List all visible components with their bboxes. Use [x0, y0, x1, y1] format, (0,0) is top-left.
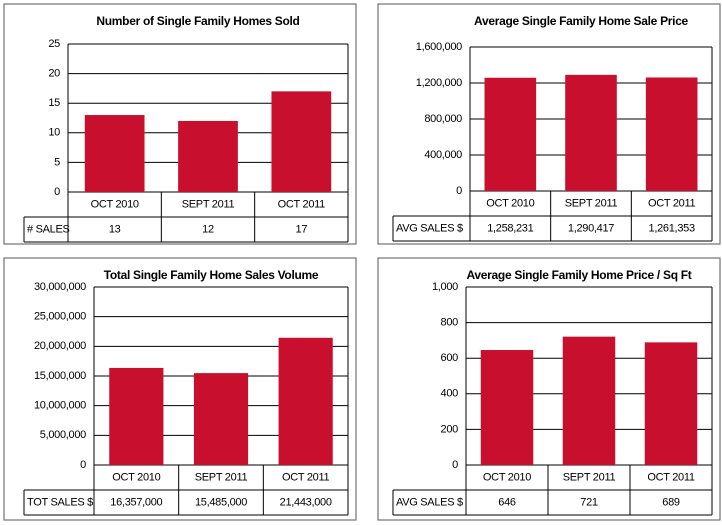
- row-label: TOT SALES $: [27, 496, 93, 508]
- y-tick-label: 200: [441, 423, 459, 435]
- chart-title: Average Single Family Home Price / Sq Ft: [467, 268, 692, 282]
- bar: [562, 336, 616, 465]
- bar: [565, 74, 617, 191]
- chart-title: Total Single Family Home Sales Volume: [104, 268, 319, 282]
- y-tick-label: 15: [48, 97, 60, 109]
- bar: [480, 350, 534, 465]
- bar: [84, 115, 145, 192]
- y-tick-label: 1,000: [432, 281, 458, 293]
- x-tick-label: OCT 2010: [486, 197, 534, 209]
- y-tick-label: 1,600,000: [416, 41, 462, 53]
- table-value: 15,485,000: [195, 496, 247, 508]
- y-tick-label: 25,000,000: [34, 311, 86, 323]
- y-tick-label: 25: [48, 38, 60, 50]
- table-value: 12: [202, 223, 214, 235]
- bar: [644, 342, 698, 465]
- bar: [109, 367, 164, 465]
- table-value: 21,443,000: [280, 496, 332, 508]
- y-tick-label: 0: [54, 186, 60, 198]
- table-value: 1,290,417: [568, 222, 614, 234]
- y-tick-label: 1,200,000: [416, 77, 462, 89]
- row-label: AVG SALES $: [396, 222, 463, 234]
- y-tick-label: 0: [80, 459, 86, 471]
- table-value: 1,261,353: [649, 222, 695, 234]
- table-value: 689: [662, 496, 680, 508]
- bar: [193, 373, 249, 465]
- row-label: AVG SALES $: [396, 496, 463, 508]
- panel-border: [3, 257, 357, 521]
- table-value: 17: [296, 223, 308, 235]
- table-value: 1,258,231: [487, 222, 533, 234]
- x-tick-label: OCT 2011: [282, 471, 330, 483]
- table-value: 646: [498, 496, 516, 508]
- y-tick-label: 20: [48, 68, 60, 80]
- x-tick-label: SEPT 2011: [195, 471, 248, 483]
- bar: [278, 337, 333, 465]
- chart-title: Number of Single Family Homes Sold: [96, 14, 299, 28]
- panel-border: [377, 3, 721, 245]
- y-tick-label: 15,000,000: [34, 370, 86, 382]
- y-tick-label: 30,000,000: [34, 281, 86, 293]
- bar: [271, 91, 332, 192]
- y-tick-label: 600: [441, 352, 459, 364]
- x-tick-label: OCT 2010: [91, 198, 139, 210]
- bar: [484, 77, 537, 191]
- x-tick-label: OCT 2011: [278, 198, 326, 210]
- y-tick-label: 0: [452, 459, 458, 471]
- table-value: 16,357,000: [110, 496, 162, 508]
- x-tick-label: OCT 2011: [647, 471, 695, 483]
- y-tick-label: 0: [456, 185, 462, 197]
- row-label: # SALES: [27, 223, 70, 235]
- table-value: 721: [580, 496, 598, 508]
- y-tick-label: 800: [441, 317, 459, 329]
- y-tick-label: 5: [54, 156, 60, 168]
- y-tick-label: 800,000: [424, 113, 462, 125]
- table-value: 13: [109, 223, 121, 235]
- x-tick-label: OCT 2010: [112, 471, 160, 483]
- chart-title: Average Single Family Home Sale Price: [474, 14, 689, 28]
- bar: [645, 77, 698, 191]
- y-tick-label: 400,000: [424, 149, 462, 161]
- panel-border: [377, 257, 721, 521]
- bar: [178, 120, 238, 192]
- x-tick-label: OCT 2010: [483, 471, 531, 483]
- x-tick-label: OCT 2011: [648, 197, 696, 209]
- y-tick-label: 20,000,000: [34, 340, 86, 352]
- x-tick-label: SEPT 2011: [182, 198, 235, 210]
- x-tick-label: SEPT 2011: [563, 471, 616, 483]
- y-tick-label: 10,000,000: [34, 400, 86, 412]
- x-tick-label: SEPT 2011: [565, 197, 618, 209]
- y-tick-label: 400: [441, 388, 459, 400]
- y-tick-label: 5,000,000: [40, 429, 86, 441]
- y-tick-label: 10: [48, 127, 60, 139]
- panel-border: [3, 3, 357, 245]
